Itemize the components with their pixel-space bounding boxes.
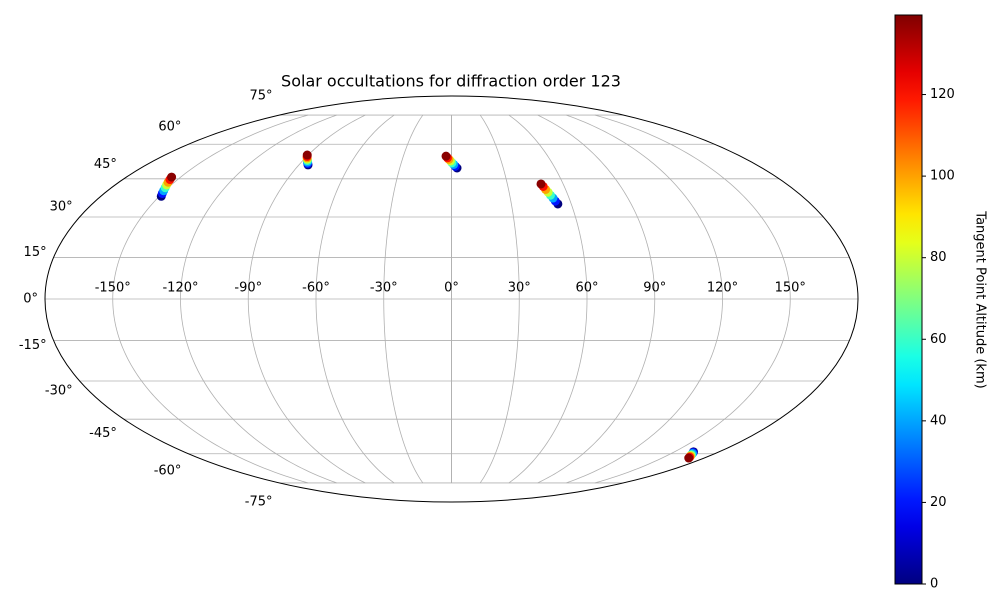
- point: [167, 172, 177, 182]
- y-tick-label: 0°: [23, 292, 38, 307]
- x-tick-label: -150°: [95, 281, 131, 296]
- y-tick-label: 60°: [158, 119, 181, 134]
- x-tick-label: 120°: [707, 281, 738, 296]
- point: [441, 151, 451, 161]
- grid-line: [566, 114, 723, 484]
- y-tick-label: -60°: [154, 464, 182, 479]
- grid-line: [508, 114, 588, 484]
- grid-line: [247, 114, 366, 484]
- chart-title: Solar occultations for diffraction order…: [281, 72, 621, 91]
- x-tick-label: 0°: [444, 281, 459, 296]
- grid-line: [112, 114, 309, 484]
- colorbar-label: Tangent Point Altitude (km): [973, 210, 988, 388]
- colorbar: [894, 14, 923, 585]
- x-tick-label: -30°: [370, 281, 398, 296]
- x-tick-label: -60°: [302, 281, 330, 296]
- colorbar-tick-label: 20: [930, 495, 947, 510]
- y-tick-label: 75°: [249, 88, 272, 103]
- x-tick-label: -90°: [234, 281, 262, 296]
- x-tick-label: 90°: [643, 281, 666, 296]
- grid-line: [315, 114, 395, 484]
- y-tick-label: -30°: [45, 384, 73, 399]
- colorbar-tick-label: 0: [930, 577, 938, 592]
- x-tick-label: -120°: [162, 281, 198, 296]
- grid-line: [594, 114, 791, 484]
- y-tick-label: -45°: [89, 426, 117, 441]
- colorbar-tick-label: 80: [930, 250, 947, 265]
- y-tick-label: -75°: [245, 495, 273, 510]
- y-tick-label: -15°: [19, 338, 47, 353]
- colorbar-tick-label: 60: [930, 332, 947, 347]
- x-tick-label: 30°: [508, 281, 531, 296]
- y-tick-label: 30°: [50, 199, 73, 214]
- grid-line: [537, 114, 656, 484]
- grid-line: [180, 114, 337, 484]
- colorbar-tick-label: 100: [930, 169, 955, 184]
- grid-line: [383, 114, 424, 484]
- y-tick-label: 45°: [94, 157, 117, 172]
- grid-line: [479, 114, 520, 484]
- point: [536, 179, 546, 189]
- x-tick-label: 60°: [575, 281, 598, 296]
- y-tick-label: 15°: [24, 245, 47, 260]
- point: [684, 453, 694, 463]
- colorbar-tick-label: 120: [930, 87, 955, 102]
- map-boundary: [44, 95, 859, 503]
- colorbar-tick-label: 40: [930, 413, 947, 428]
- point: [302, 150, 312, 160]
- x-tick-label: 150°: [775, 281, 806, 296]
